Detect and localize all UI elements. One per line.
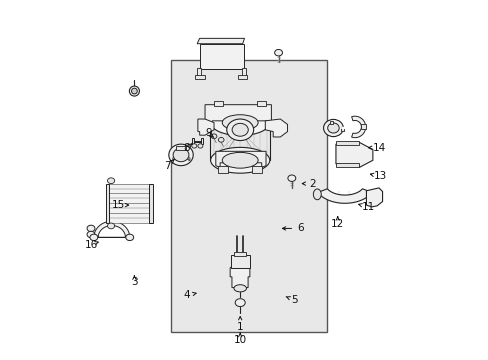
Ellipse shape — [210, 147, 269, 173]
Text: 10: 10 — [233, 334, 246, 345]
Polygon shape — [241, 68, 245, 76]
Polygon shape — [335, 163, 359, 167]
Text: 6: 6 — [297, 224, 304, 233]
Polygon shape — [360, 124, 366, 129]
Text: 8: 8 — [183, 143, 189, 153]
Text: 16: 16 — [84, 239, 98, 249]
Ellipse shape — [313, 189, 321, 200]
Ellipse shape — [191, 144, 196, 148]
Text: 12: 12 — [330, 219, 344, 229]
Polygon shape — [238, 75, 247, 79]
Ellipse shape — [87, 231, 95, 238]
Polygon shape — [105, 184, 109, 223]
Polygon shape — [195, 75, 204, 79]
Text: 11: 11 — [361, 202, 374, 212]
Polygon shape — [176, 146, 185, 150]
Polygon shape — [257, 101, 265, 107]
Ellipse shape — [233, 285, 246, 292]
Ellipse shape — [87, 225, 95, 231]
Polygon shape — [335, 141, 359, 145]
Polygon shape — [234, 252, 246, 256]
Ellipse shape — [287, 175, 295, 181]
Ellipse shape — [274, 49, 282, 56]
Bar — [171, 60, 326, 332]
Ellipse shape — [107, 178, 115, 184]
Text: 13: 13 — [373, 171, 386, 181]
Text: 7: 7 — [164, 161, 170, 171]
Ellipse shape — [125, 234, 133, 240]
Ellipse shape — [107, 223, 115, 229]
Polygon shape — [351, 116, 365, 138]
Text: 1: 1 — [236, 322, 243, 332]
Ellipse shape — [327, 123, 339, 133]
Polygon shape — [329, 121, 333, 125]
Ellipse shape — [131, 88, 137, 94]
Polygon shape — [107, 184, 151, 223]
Ellipse shape — [323, 120, 343, 136]
Ellipse shape — [168, 144, 193, 166]
Ellipse shape — [211, 134, 217, 139]
Ellipse shape — [232, 123, 248, 136]
Text: 4: 4 — [183, 291, 189, 301]
Polygon shape — [230, 261, 249, 288]
Polygon shape — [197, 39, 244, 44]
Polygon shape — [198, 119, 214, 135]
Polygon shape — [197, 68, 201, 76]
Text: 14: 14 — [371, 143, 385, 153]
Ellipse shape — [226, 119, 253, 140]
Ellipse shape — [210, 110, 269, 135]
Polygon shape — [191, 138, 202, 144]
Polygon shape — [94, 221, 129, 237]
Text: 9: 9 — [205, 129, 211, 138]
Ellipse shape — [129, 86, 139, 96]
Polygon shape — [199, 44, 244, 69]
Text: 5: 5 — [291, 295, 297, 305]
Text: 2: 2 — [309, 179, 315, 189]
Polygon shape — [214, 101, 223, 107]
Ellipse shape — [222, 152, 258, 168]
Polygon shape — [251, 166, 262, 173]
Polygon shape — [265, 119, 287, 137]
Polygon shape — [215, 151, 265, 167]
Polygon shape — [217, 166, 228, 173]
Text: 3: 3 — [131, 277, 138, 287]
Polygon shape — [172, 158, 190, 161]
Polygon shape — [204, 105, 271, 125]
Polygon shape — [335, 142, 372, 167]
Polygon shape — [230, 255, 249, 268]
Polygon shape — [149, 184, 153, 223]
Ellipse shape — [90, 234, 98, 240]
Ellipse shape — [218, 138, 224, 142]
Polygon shape — [317, 189, 371, 203]
Text: 15: 15 — [111, 200, 124, 210]
Polygon shape — [340, 127, 344, 131]
Ellipse shape — [173, 148, 188, 162]
Ellipse shape — [235, 299, 244, 307]
Ellipse shape — [222, 115, 258, 131]
Polygon shape — [366, 188, 382, 207]
Ellipse shape — [198, 144, 203, 148]
